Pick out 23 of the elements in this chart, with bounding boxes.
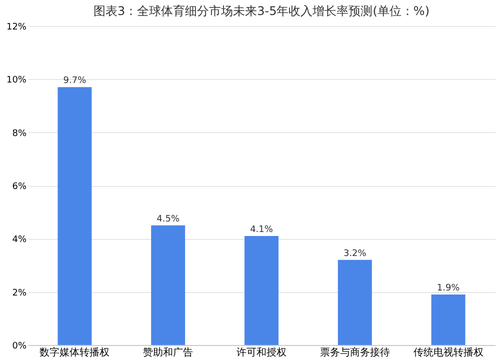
y-tick-label: 12% — [6, 22, 27, 32]
chart-title: 图表3：全球体育细分市场未来3-5年收入增长率预测(单位：%) — [94, 4, 430, 18]
y-tick-label: 4% — [12, 235, 27, 246]
y-tick-label: 6% — [12, 182, 27, 192]
x-tick-label: 赞助和广告 — [143, 346, 194, 358]
data-label: 3.2% — [343, 248, 367, 259]
bar — [338, 260, 372, 345]
y-tick-label: 2% — [12, 288, 27, 298]
x-tick-label: 票务与商务接待 — [320, 346, 390, 358]
data-label: 9.7% — [63, 76, 87, 86]
y-tick-label: 10% — [6, 76, 27, 86]
bar — [431, 294, 466, 345]
data-label: 1.9% — [436, 283, 460, 294]
bar — [151, 225, 186, 345]
x-tick-label: 传统电视转播权 — [413, 346, 484, 358]
bar — [58, 87, 92, 345]
bar — [244, 236, 278, 345]
x-tick-label: 许可和授权 — [236, 346, 286, 358]
y-tick-label: 8% — [12, 128, 27, 139]
data-label: 4.5% — [156, 214, 180, 224]
y-tick-label: 0% — [12, 342, 27, 352]
data-label: 4.1% — [250, 225, 274, 236]
x-tick-label: 数字媒体转播权 — [40, 346, 110, 358]
